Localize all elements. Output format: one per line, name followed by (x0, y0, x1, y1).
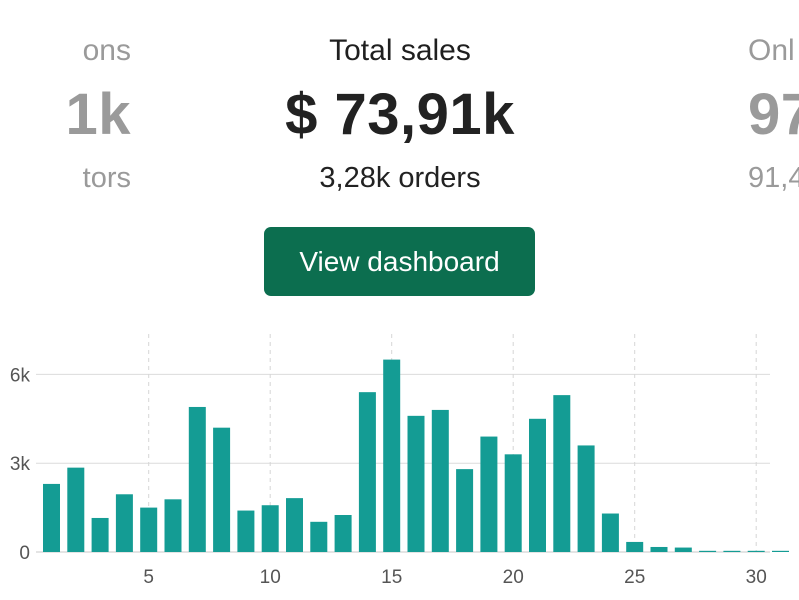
metric-value: 1k (65, 82, 131, 147)
bar-day-4[interactable] (115, 494, 133, 552)
bar-day-2[interactable] (67, 467, 85, 552)
bar-day-30[interactable] (747, 550, 765, 552)
bar-day-9[interactable] (237, 510, 255, 552)
bar-day-19[interactable] (480, 436, 498, 552)
view-dashboard-button[interactable]: View dashboard (264, 227, 535, 296)
chart-bars (43, 359, 789, 552)
bar-day-20[interactable] (504, 454, 522, 552)
bar-day-28[interactable] (699, 550, 717, 552)
bar-day-3[interactable] (91, 517, 109, 552)
bar-day-24[interactable] (601, 513, 619, 552)
metric-value: 97 (748, 82, 799, 147)
metric-value: $ 73,91k (285, 82, 515, 147)
chart-gridlines (36, 334, 770, 553)
bar-day-29[interactable] (723, 550, 741, 552)
bar-day-18[interactable] (456, 469, 474, 552)
y-tick-label: 3k (10, 454, 31, 475)
bar-day-15[interactable] (383, 359, 401, 552)
bar-day-23[interactable] (577, 445, 595, 552)
bar-day-16[interactable] (407, 415, 425, 552)
bar-day-10[interactable] (261, 505, 279, 552)
metric-label: Onl (748, 34, 795, 67)
x-tick-label: 20 (503, 567, 524, 588)
bar-day-8[interactable] (213, 427, 231, 552)
bar-day-5[interactable] (140, 507, 158, 552)
metric-card-sessions[interactable]: ons 1k tors (0, 28, 131, 200)
metric-label: Total sales (329, 34, 471, 67)
bar-day-7[interactable] (188, 406, 206, 552)
bar-day-13[interactable] (334, 515, 352, 552)
x-tick-label: 5 (143, 567, 154, 588)
bar-day-22[interactable] (553, 395, 571, 552)
bar-day-21[interactable] (529, 418, 546, 552)
bar-day-12[interactable] (310, 521, 328, 552)
x-tick-label: 25 (624, 567, 645, 588)
x-tick-label: 10 (260, 567, 281, 588)
y-tick-label: 0 (19, 543, 30, 564)
metric-subtext: 91,4 (748, 162, 799, 194)
metric-subtext: tors (82, 162, 131, 194)
y-tick-label: 6k (10, 365, 31, 386)
bar-day-25[interactable] (626, 541, 644, 552)
bar-day-11[interactable] (286, 498, 303, 552)
metric-card-online[interactable]: Onl 97 91,4 (748, 28, 799, 200)
bar-day-31[interactable] (772, 550, 789, 552)
bar-day-27[interactable] (674, 547, 692, 552)
metric-subtext: 3,28k orders (319, 162, 481, 194)
metric-card-total-sales[interactable]: Total sales $ 73,91k 3,28k orders (230, 28, 570, 200)
metric-label: ons (82, 34, 131, 67)
bar-day-17[interactable] (431, 409, 449, 552)
chart-tick-labels: 0 3k 6k 5 10 15 20 25 30 (10, 365, 767, 588)
x-tick-label: 15 (381, 567, 402, 588)
bar-day-26[interactable] (650, 546, 668, 552)
bar-day-6[interactable] (164, 499, 182, 552)
x-tick-label: 30 (746, 567, 767, 588)
bar-day-14[interactable] (358, 392, 376, 552)
bar-day-1[interactable] (43, 483, 60, 552)
daily-sales-bar-chart: 0 3k 6k 5 10 15 20 25 30 (10, 334, 789, 588)
